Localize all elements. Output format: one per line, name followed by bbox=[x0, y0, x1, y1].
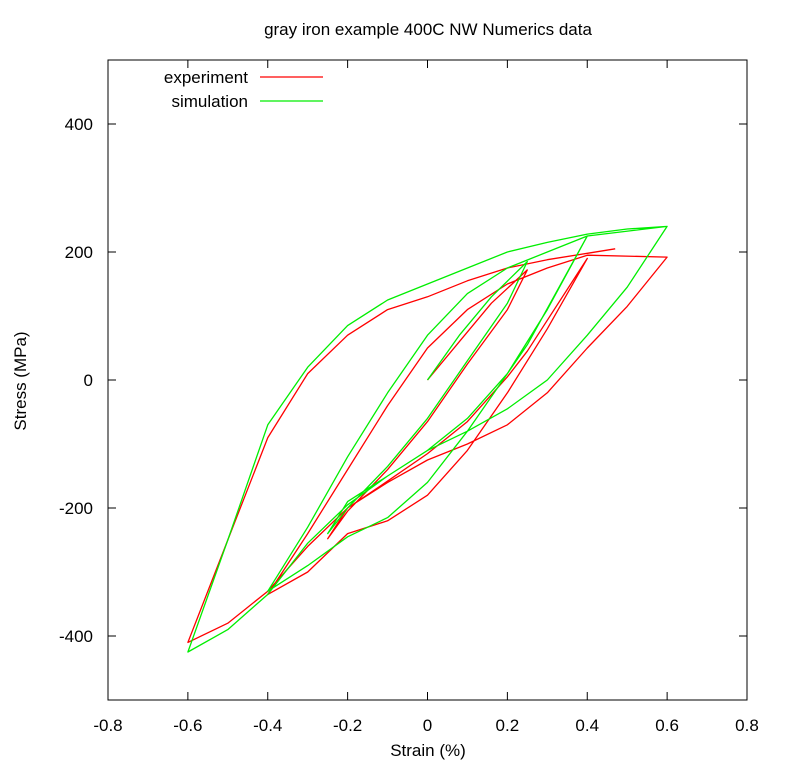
legend-label-experiment: experiment bbox=[164, 68, 248, 87]
axis-ticks: -0.8 -0.6 -0.4 -0.2 0 0.2 0.4 0.6 0.8 -400 -200 0 20… bbox=[59, 60, 759, 735]
series-line-simulation bbox=[187, 225, 668, 653]
y-tick-label: 400 bbox=[65, 115, 93, 134]
x-tick-label: -0.6 bbox=[173, 716, 202, 735]
chart-title: gray iron example 400C NW Numerics data bbox=[264, 20, 592, 39]
y-tick-label: -400 bbox=[59, 627, 93, 646]
x-tick-label: 0.6 bbox=[655, 716, 679, 735]
x-tick-label: 0 bbox=[423, 716, 432, 735]
y-tick-label: 200 bbox=[65, 243, 93, 262]
legend-label-simulation: simulation bbox=[171, 92, 248, 111]
y-axis-label: Stress (MPa) bbox=[11, 331, 30, 430]
x-tick-label: -0.4 bbox=[253, 716, 282, 735]
x-tick-label: 0.2 bbox=[496, 716, 520, 735]
x-tick-label: 0.8 bbox=[735, 716, 759, 735]
x-tick-label: -0.8 bbox=[93, 716, 122, 735]
x-tick-label: -0.2 bbox=[333, 716, 362, 735]
x-axis-label: Strain (%) bbox=[390, 741, 466, 760]
y-tick-label: 0 bbox=[84, 371, 93, 390]
series-layer bbox=[187, 225, 668, 653]
legend: experiment simulation bbox=[164, 68, 323, 111]
x-tick-label: 0.4 bbox=[575, 716, 599, 735]
y-tick-label: -200 bbox=[59, 499, 93, 518]
series-line-experiment bbox=[187, 248, 668, 644]
